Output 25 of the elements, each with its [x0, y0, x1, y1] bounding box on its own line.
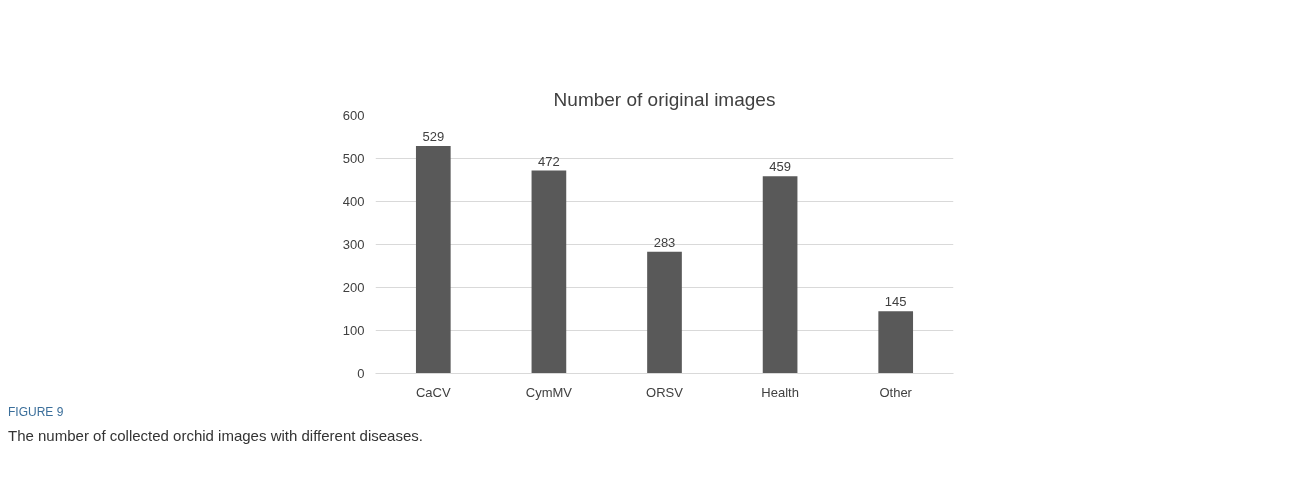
bar	[762, 176, 798, 374]
x-tick-label: Health	[761, 384, 799, 400]
x-tick-label: Other	[879, 384, 913, 400]
y-tick-label: 200	[342, 280, 365, 295]
y-tick-label: 600	[342, 108, 365, 123]
text: The number of collected orchid images with different diseases.	[8, 426, 423, 447]
bar	[878, 311, 914, 374]
caption: FIGURE 9	[8, 404, 64, 421]
data-label: 145	[884, 294, 907, 310]
bar	[647, 251, 682, 374]
x-tick-label: CymMV	[525, 384, 573, 400]
x-tick-label: CaCV	[415, 384, 451, 400]
y-tick-label: 100	[342, 323, 365, 338]
data-label: 459	[769, 159, 791, 175]
bar	[531, 170, 567, 374]
data-label: 529	[422, 129, 445, 145]
y-tick-label: 400	[342, 194, 365, 209]
y-tick-label: 300	[342, 237, 365, 252]
chart-title: Number of original images	[553, 88, 776, 110]
data-label: 472	[538, 153, 560, 169]
bar	[415, 146, 451, 374]
data-label: 283	[653, 234, 676, 250]
y-tick-label: 500	[342, 151, 365, 166]
y-tick-label: 0	[357, 366, 365, 381]
x-tick-label: ORSV	[646, 384, 684, 400]
